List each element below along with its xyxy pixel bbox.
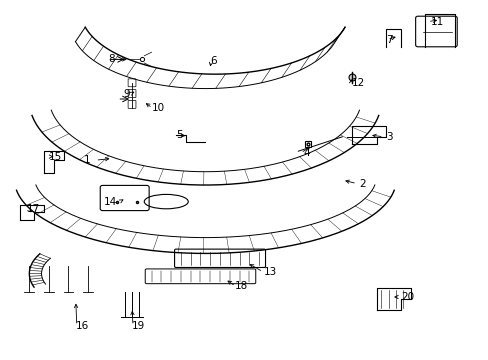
Text: 19: 19 <box>132 321 145 331</box>
Text: 6: 6 <box>210 56 217 66</box>
Text: 3: 3 <box>386 132 392 142</box>
Text: 10: 10 <box>151 103 164 113</box>
Text: 7: 7 <box>386 35 392 45</box>
Text: 12: 12 <box>351 78 365 88</box>
Text: 18: 18 <box>234 281 247 291</box>
Text: 16: 16 <box>76 321 89 331</box>
Text: 4: 4 <box>303 148 309 158</box>
Text: 8: 8 <box>108 54 115 64</box>
Text: 20: 20 <box>400 292 413 302</box>
Text: 9: 9 <box>122 89 129 99</box>
Text: 17: 17 <box>27 204 40 214</box>
Text: 1: 1 <box>83 155 90 165</box>
Text: 13: 13 <box>264 267 277 277</box>
Text: 5: 5 <box>176 130 183 140</box>
Text: 15: 15 <box>49 152 62 162</box>
Text: 14: 14 <box>104 197 117 207</box>
Text: 2: 2 <box>359 179 366 189</box>
Text: 11: 11 <box>429 17 443 27</box>
